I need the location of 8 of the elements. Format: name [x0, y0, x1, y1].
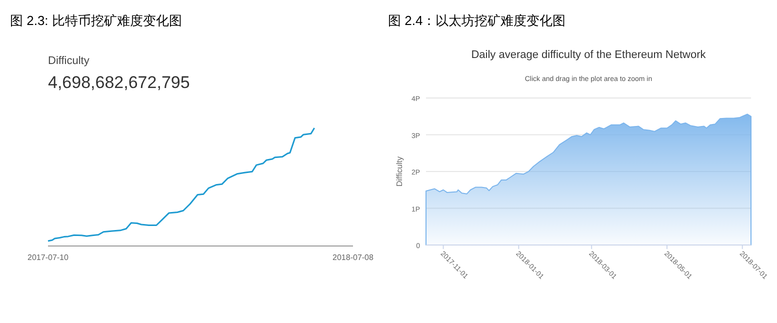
y-axis-title: Difficulty [395, 156, 404, 187]
chart-subtitle: Difficulty [48, 55, 90, 67]
chart-title: 图 2.4：以太坊挖矿难度变化图 [388, 13, 566, 28]
chart-subtitle: Daily average difficulty of the Ethereum Network [471, 49, 706, 61]
text: 4,698,682,672,795 [48, 73, 190, 92]
x-tick-label: 2017-07-10 [28, 253, 70, 262]
chart-title: 图 2.3: 比特币挖矿难度变化图 [10, 13, 182, 28]
x-tick-label: 2018-07-08 [332, 253, 374, 262]
